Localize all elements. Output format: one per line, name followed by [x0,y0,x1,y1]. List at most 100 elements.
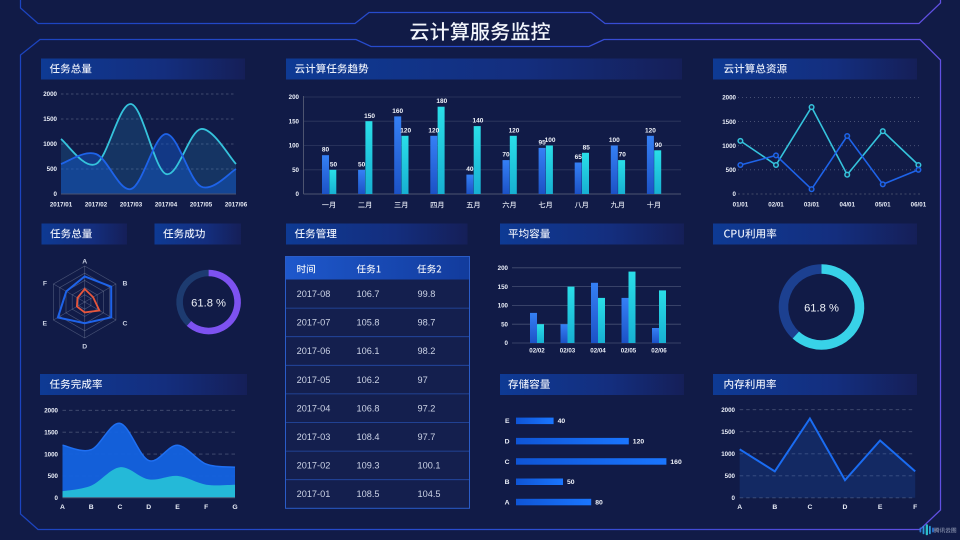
svg-text:2017-04: 2017-04 [297,403,331,413]
svg-text:02/02: 02/02 [529,348,545,355]
svg-text:120: 120 [509,127,520,134]
svg-text:B: B [89,504,94,511]
svg-text:120: 120 [400,127,411,134]
svg-text:200: 200 [289,94,300,101]
svg-text:2017-02: 2017-02 [297,461,331,471]
svg-text:120: 120 [428,127,439,134]
svg-text:500: 500 [48,473,59,480]
svg-text:100: 100 [545,137,556,144]
svg-text:02/01: 02/01 [768,202,784,209]
svg-text:01/01: 01/01 [733,202,749,209]
svg-text:97.7: 97.7 [418,432,436,442]
svg-text:98.7: 98.7 [418,318,436,328]
svg-text:500: 500 [47,166,58,173]
svg-text:2017/04: 2017/04 [155,202,178,209]
svg-text:80: 80 [322,147,330,154]
svg-text:F: F [43,281,47,288]
svg-text:150: 150 [289,118,300,125]
svg-text:100: 100 [498,303,509,310]
svg-text:B: B [505,479,510,486]
svg-text:90: 90 [655,142,663,149]
svg-text:A: A [82,259,87,266]
svg-text:2017/06: 2017/06 [225,202,248,209]
svg-text:104.5: 104.5 [418,489,441,499]
svg-text:2017-06: 2017-06 [297,346,331,356]
svg-text:C: C [123,321,128,328]
svg-text:B: B [123,281,128,288]
svg-text:97: 97 [418,375,428,385]
svg-text:109.3: 109.3 [357,461,380,471]
svg-text:106.1: 106.1 [357,346,380,356]
svg-text:95: 95 [538,139,546,146]
svg-text:500: 500 [725,473,736,480]
svg-text:02/03: 02/03 [560,348,576,355]
svg-text:C: C [505,459,510,466]
svg-text:G: G [232,504,237,511]
svg-text:50: 50 [501,321,508,328]
svg-text:A: A [60,504,65,511]
svg-text:0: 0 [732,495,736,502]
svg-text:97.2: 97.2 [418,403,436,413]
svg-text:2017/01: 2017/01 [50,202,73,209]
svg-text:1000: 1000 [44,451,58,458]
svg-text:200: 200 [498,265,509,272]
svg-text:99.8: 99.8 [418,289,436,299]
svg-text:80: 80 [595,499,603,506]
svg-text:02/06: 02/06 [651,348,667,355]
svg-text:E: E [878,504,883,511]
svg-text:150: 150 [498,284,509,291]
svg-text:A: A [737,504,742,511]
svg-text:105.8: 105.8 [357,318,380,328]
svg-text:50: 50 [358,161,366,168]
svg-text:0: 0 [296,191,300,198]
svg-text:0: 0 [55,495,59,502]
svg-text:61.8 %: 61.8 % [804,303,839,315]
svg-text:1000: 1000 [722,143,736,150]
svg-text:2000: 2000 [43,91,57,98]
svg-text:100: 100 [609,137,620,144]
svg-text:50: 50 [567,479,575,486]
svg-text:0: 0 [505,340,509,347]
svg-text:2017-07: 2017-07 [297,318,331,328]
svg-text:1500: 1500 [721,429,735,436]
svg-text:150: 150 [364,113,375,120]
svg-text:0: 0 [54,191,58,198]
svg-text:2000: 2000 [44,408,58,415]
svg-text:70: 70 [619,152,627,159]
svg-text:1000: 1000 [721,451,735,458]
svg-text:B: B [772,504,777,511]
svg-text:1000: 1000 [43,141,57,148]
svg-text:05/01: 05/01 [875,202,891,209]
svg-text:180: 180 [436,98,447,105]
svg-text:D: D [82,344,87,351]
svg-text:106.2: 106.2 [357,375,380,385]
svg-text:160: 160 [670,459,682,466]
svg-text:A: A [505,499,510,506]
svg-text:140: 140 [472,118,483,125]
svg-text:E: E [42,321,47,328]
svg-text:500: 500 [726,167,737,174]
svg-text:F: F [913,504,917,511]
svg-text:106.7: 106.7 [357,289,380,299]
svg-text:160: 160 [392,108,403,115]
svg-text:2017/03: 2017/03 [120,202,143,209]
svg-text:70: 70 [502,152,510,159]
svg-text:D: D [505,439,510,446]
svg-text:40: 40 [558,418,566,425]
svg-text:50: 50 [330,161,338,168]
svg-text:100: 100 [289,143,300,150]
svg-text:50: 50 [292,167,299,174]
svg-text:04/01: 04/01 [839,202,855,209]
svg-text:1500: 1500 [722,119,736,126]
svg-text:120: 120 [633,439,645,446]
svg-text:06/01: 06/01 [911,202,927,209]
svg-text:61.8 %: 61.8 % [191,298,226,310]
svg-text:1500: 1500 [44,429,58,436]
svg-text:85: 85 [583,144,591,151]
svg-text:2017/05: 2017/05 [190,202,213,209]
svg-text:2017-03: 2017-03 [297,432,331,442]
svg-text:65: 65 [575,154,583,161]
svg-text:2017/02: 2017/02 [85,202,108,209]
svg-text:C: C [118,504,123,511]
svg-text:2000: 2000 [722,95,736,102]
